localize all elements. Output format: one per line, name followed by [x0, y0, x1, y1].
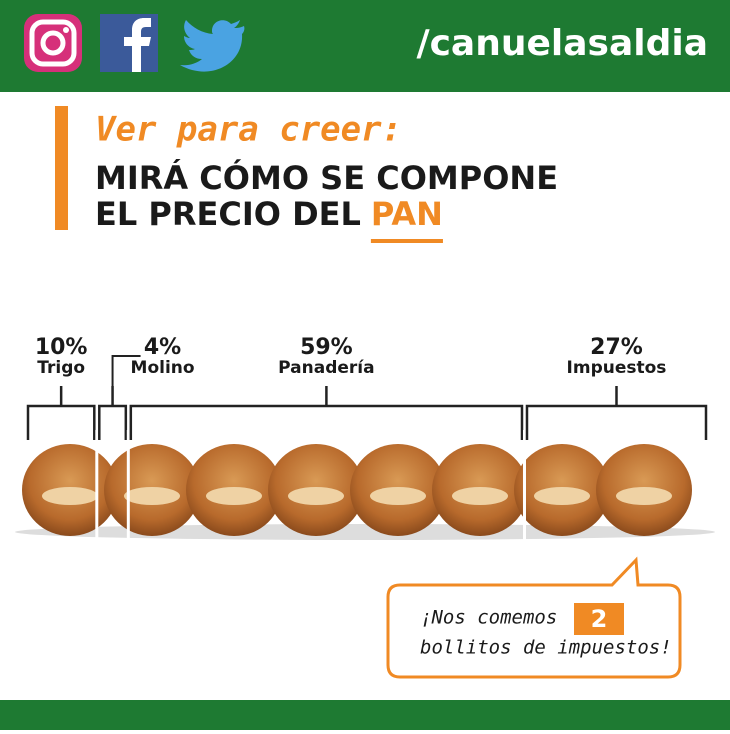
loaf-cut — [370, 487, 426, 505]
handle: /canuelasaldia — [416, 23, 708, 64]
title-line: MIRÁ CÓMO SE COMPONE — [95, 158, 558, 197]
callout-text: bollitos de impuestos! — [420, 637, 672, 659]
segment-cut — [126, 430, 130, 550]
segment-percent: 27% — [590, 335, 643, 360]
title-highlight: PAN — [371, 195, 443, 233]
label-leader — [111, 355, 141, 386]
segment-percent: 4% — [144, 335, 181, 360]
highlight-underline — [370, 239, 443, 243]
facebook-icon[interactable] — [100, 14, 158, 72]
segment-percent: 59% — [300, 335, 353, 360]
segment-name: Impuestos — [567, 358, 667, 378]
twitter-icon[interactable] — [180, 20, 245, 72]
segment-cut — [522, 430, 526, 550]
segment-cut — [95, 430, 99, 550]
callout-box — [386, 556, 682, 679]
instagram-icon[interactable] — [24, 14, 82, 72]
segment-bracket — [98, 386, 128, 440]
segment-name: Panadería — [278, 358, 374, 378]
loaf-cut — [452, 487, 508, 505]
footer-bar — [0, 700, 730, 730]
bread — [22, 444, 692, 536]
loaf-cut — [288, 487, 344, 505]
title-accent — [55, 106, 68, 230]
segment-percent: 10% — [35, 335, 88, 360]
loaf-cut — [616, 487, 672, 505]
loaf-cut — [534, 487, 590, 505]
callout-number: 2 — [591, 605, 608, 633]
segment-name: Trigo — [37, 358, 85, 378]
segment-bracket — [525, 386, 708, 440]
segment-name: Molino — [131, 358, 195, 378]
kicker: Ver para creer: — [95, 110, 402, 150]
loaf-cut — [124, 487, 180, 505]
bread-shadow — [15, 524, 715, 540]
callout-number-box — [574, 603, 624, 635]
segment-bracket — [129, 386, 524, 440]
loaf-cut — [206, 487, 262, 505]
title-line: EL PRECIO DEL — [95, 195, 361, 233]
segment-bracket — [26, 386, 96, 440]
loaf-cut — [42, 487, 98, 505]
callout-text: ¡Nos comemos — [420, 607, 557, 629]
